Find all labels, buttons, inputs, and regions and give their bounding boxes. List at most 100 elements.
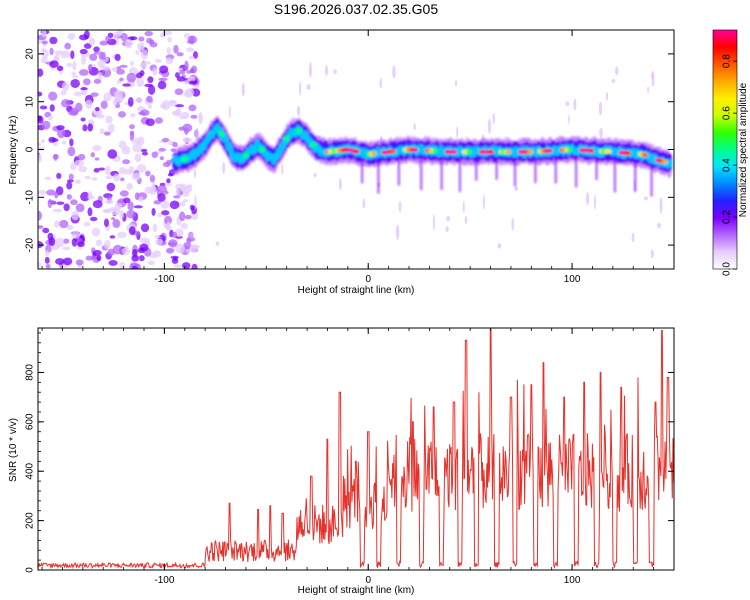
spectrogram-noise-blob bbox=[151, 182, 156, 192]
spectrogram-noise-blob bbox=[105, 165, 111, 176]
spectrogram-noise-blob bbox=[168, 101, 177, 107]
spectrogram-noise-blob bbox=[92, 144, 102, 152]
spectrogram-noise-blob bbox=[71, 230, 81, 239]
spectrogram-ridge-core bbox=[452, 149, 458, 155]
spectrogram-noise-blob bbox=[172, 231, 177, 239]
spectrogram-noise-blob bbox=[82, 78, 91, 86]
spectrogram-noise-streak bbox=[241, 82, 245, 97]
spectrogram-noise-blob bbox=[55, 237, 65, 248]
spectrogram-noise-blob bbox=[131, 138, 141, 144]
spectrogram-noise-streak bbox=[659, 197, 663, 214]
spectrogram-noise-blob bbox=[175, 228, 184, 238]
spectrogram-ridge-core bbox=[625, 150, 631, 156]
spectrogram-noise-blob bbox=[47, 200, 57, 204]
spectrogram-noise-blob bbox=[185, 249, 191, 253]
spectrogram-noise-blob bbox=[154, 234, 160, 239]
spectrogram-noise-blob bbox=[56, 201, 65, 205]
spectrogram-noise-blob bbox=[49, 36, 58, 45]
spectrogram-noise-blob bbox=[130, 113, 136, 118]
spectrogram-noise-blob bbox=[134, 192, 140, 201]
spectrogram-noise-blob bbox=[93, 46, 100, 53]
spectrogram-noise-blob bbox=[49, 104, 55, 112]
spectrogram-noise-streak bbox=[565, 101, 570, 107]
spectrogram-noise-blob bbox=[135, 97, 143, 103]
spectrogram-noise-blob bbox=[157, 212, 162, 218]
spectrogram-noise-blob bbox=[119, 262, 126, 269]
spectrogram-noise-blob bbox=[129, 131, 135, 142]
spectrogram-noise-streak bbox=[594, 194, 596, 210]
spectrogram-noise-blob bbox=[149, 174, 156, 183]
spectrogram-xlabel: Height of straight line (km) bbox=[298, 285, 415, 296]
spectrogram-ridge-core bbox=[662, 159, 668, 165]
spectrogram-noise-streak bbox=[585, 192, 590, 206]
spectrogram-noise-streak bbox=[650, 249, 654, 259]
spectrogram-noise-blob bbox=[166, 247, 175, 254]
spectrogram-noise-blob bbox=[108, 123, 115, 133]
spectrogram-noise-blob bbox=[168, 239, 178, 248]
spectrogram-noise-blob bbox=[126, 209, 136, 219]
spectrogram-noise-blob bbox=[72, 61, 77, 71]
spectrogram-noise-blob bbox=[70, 199, 78, 206]
snr-plot: -100 0 100 0 200 400 600 800 Height of straight… bbox=[8, 327, 675, 596]
spectrogram-noise-blob bbox=[68, 173, 74, 181]
spectrogram-noise-blob bbox=[116, 80, 122, 84]
spectrogram-noise-blob bbox=[117, 231, 127, 239]
spectrogram-noise-blob bbox=[139, 61, 147, 69]
spectrogram-noise-blob bbox=[95, 106, 100, 112]
spectrogram-noise-blob bbox=[93, 78, 102, 84]
spectrogram-ridge-core bbox=[606, 149, 612, 154]
spectrogram-noise-blob bbox=[120, 177, 125, 182]
spectrogram-noise-blob bbox=[155, 238, 163, 245]
spectrogram-noise-blob bbox=[109, 235, 116, 239]
spectrogram-noise-blob bbox=[38, 142, 42, 147]
spectrogram-noise-blob bbox=[60, 90, 67, 96]
spectrogram-noise-blob bbox=[145, 118, 155, 127]
spectrogram-ytick-label: -10 bbox=[25, 190, 36, 205]
spectrogram-noise-blob bbox=[38, 68, 44, 77]
spectrogram-noise-blob bbox=[74, 179, 81, 185]
spectrogram-noise-blob bbox=[186, 70, 193, 74]
spectrogram-ridge-core bbox=[217, 130, 225, 137]
spectrogram-noise-blob bbox=[83, 43, 92, 49]
spectrogram-ridge-core bbox=[466, 149, 472, 155]
spectrogram-noise-streak bbox=[487, 118, 492, 134]
spectrogram-noise-blob bbox=[184, 60, 189, 71]
spectrogram-noise-blob bbox=[87, 207, 93, 217]
spectrogram-noise-blob bbox=[159, 103, 167, 109]
colorbar-tick-label: 0.0 bbox=[722, 262, 733, 276]
spectrogram-noise-blob bbox=[129, 124, 135, 130]
spectrogram-noise-blob bbox=[82, 124, 88, 132]
spectrogram-dropout-streak bbox=[360, 157, 364, 184]
spectrogram-ridge-core bbox=[642, 153, 649, 158]
spectrogram-dropout-streak bbox=[397, 155, 401, 186]
spectrogram-noise-blob bbox=[41, 40, 48, 45]
spectrogram-noise-blob bbox=[38, 241, 44, 249]
spectrogram-ridge-core bbox=[390, 149, 397, 154]
spectrogram-noise-blob bbox=[161, 137, 170, 143]
spectrogram-noise-streak bbox=[598, 101, 603, 116]
spectrogram-noise-blob bbox=[184, 127, 189, 135]
spectrogram-noise-blob bbox=[70, 78, 80, 88]
spectrogram-noise-blob bbox=[46, 189, 56, 196]
spectrogram-noise-streak bbox=[446, 215, 451, 222]
spectrogram-ridge-core bbox=[488, 149, 494, 155]
spectrogram-noise-streak bbox=[193, 169, 197, 178]
spectrogram-noise-blob bbox=[85, 255, 94, 261]
spectrogram-noise-blob bbox=[138, 255, 145, 262]
spectrogram-ridge-core bbox=[527, 149, 534, 155]
spectrogram-noise-blob bbox=[112, 219, 121, 229]
spectrogram-noise-streak bbox=[454, 80, 458, 87]
snr-ylabel: SNR (10 * v/v) bbox=[8, 418, 19, 482]
snr-ytick-label: 0 bbox=[25, 567, 36, 573]
spectrogram-noise-blob bbox=[75, 102, 83, 112]
spectrogram-noise-blob bbox=[135, 50, 140, 55]
spectrogram-noise-blob bbox=[131, 254, 139, 262]
spectrogram-noise-blob bbox=[158, 147, 166, 152]
spectrogram-noise-blob bbox=[191, 88, 201, 97]
spectrogram-noise-blob bbox=[166, 47, 172, 54]
spectrogram-noise-streak bbox=[631, 232, 635, 243]
spectrogram-noise-blob bbox=[75, 203, 85, 213]
figure-title: S196.2026.037.02.35.G05 bbox=[274, 1, 438, 17]
spectrogram-noise-blob bbox=[169, 200, 180, 210]
spectrogram-noise-blob bbox=[157, 185, 168, 194]
